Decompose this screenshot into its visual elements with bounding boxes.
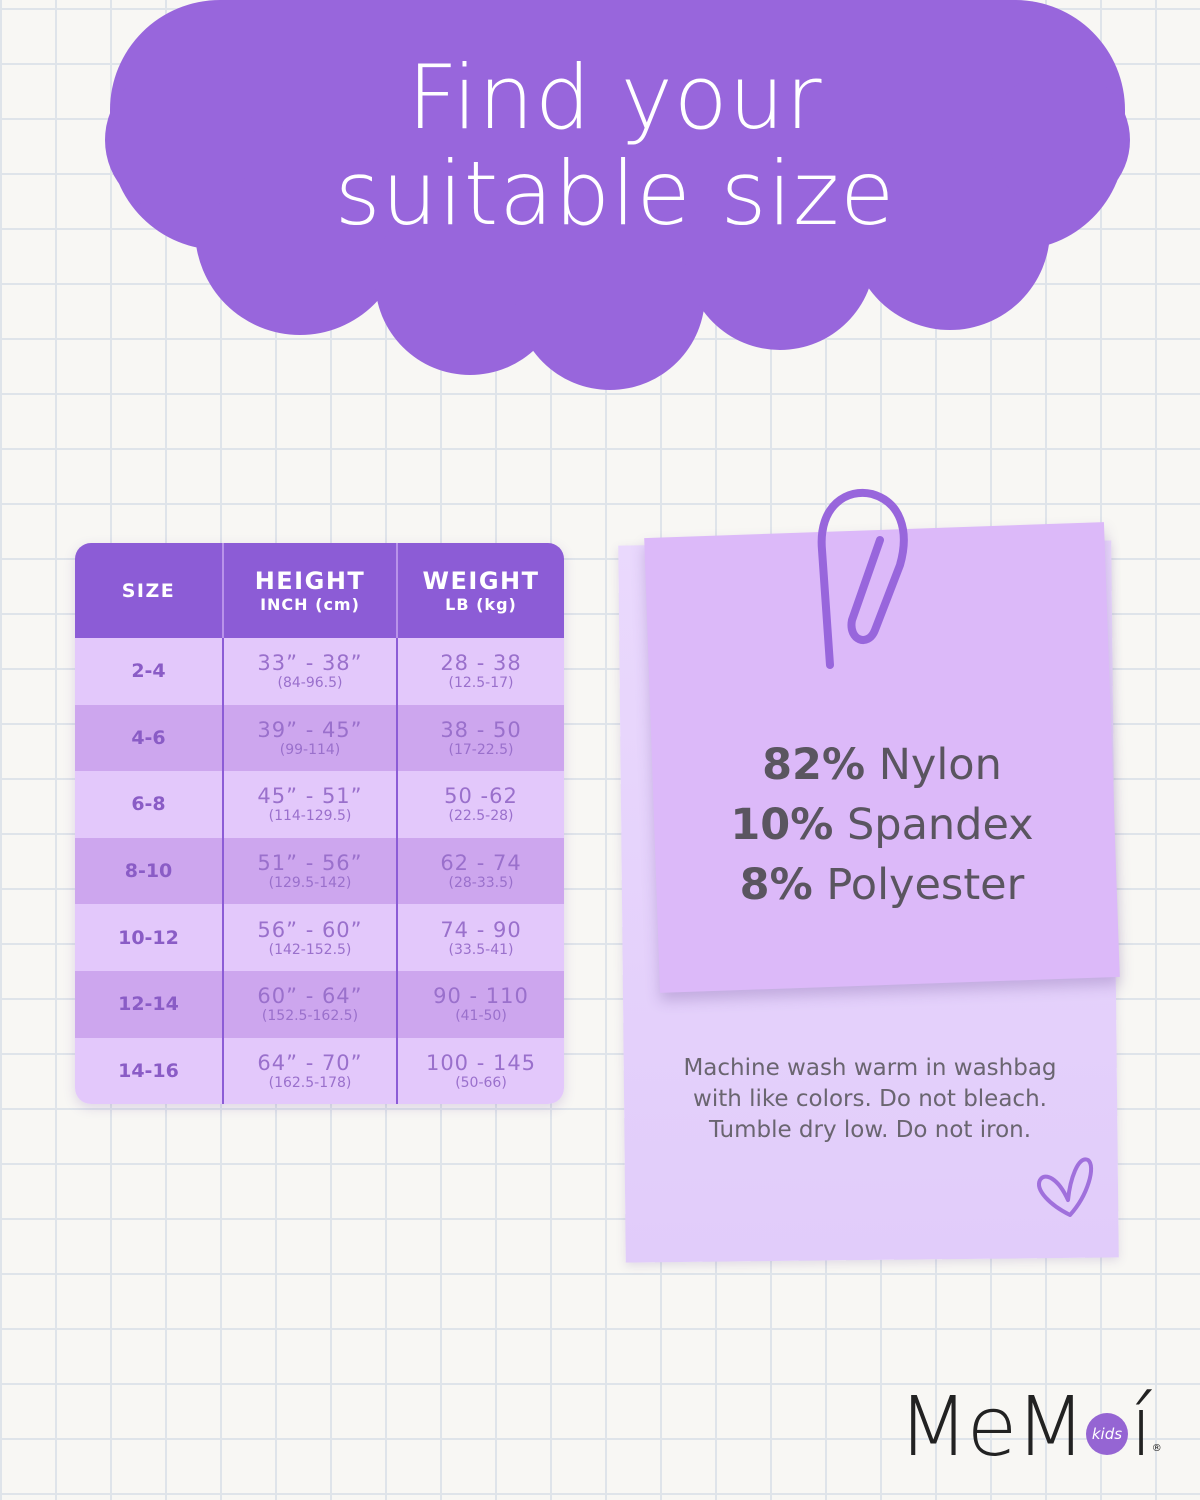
weight-lb: 50 -62 [444,784,518,809]
weight-lb: 74 - 90 [440,917,522,942]
size-cell: 6-8 [131,793,166,816]
weight-lb: 100 - 145 [425,1050,537,1075]
header-height-unit: INCH (cm) [260,595,360,614]
table-row: 4-6 39” - 45” (99-114) 38 - 50 (17-22.5) [75,704,564,772]
care-instructions: Machine wash warm in washbag with like c… [683,1055,1057,1143]
paperclip-icon [817,488,908,669]
weight-kg: (41-50) [455,1008,507,1025]
heart-icon [1037,1157,1094,1217]
height-inch: 60” - 64” [257,984,363,1009]
height-cm: (114-129.5) [268,808,352,825]
height-cm: (99-114) [279,741,341,758]
height-cm: (152.5-162.5) [261,1008,359,1025]
logo-kids-badge: kids [1085,1413,1128,1455]
weight-kg: (33.5-41) [448,941,514,958]
size-cell: 4-6 [131,726,166,749]
weight-lb: 28 - 38 [440,651,522,676]
height-cm: (142-152.5) [268,941,352,958]
size-cell: 12-14 [118,993,179,1016]
page-title: Find your suitable size [0,50,1200,242]
weight-lb: 90 - 110 [433,984,529,1009]
logo-lettering-end: í [1129,1380,1153,1475]
height-inch: 64” - 70” [257,1050,363,1075]
logo-lettering-start: MeM [898,1380,1086,1475]
header-weight-unit: LB (kg) [445,595,517,614]
height-cm: (84-96.5) [277,675,343,692]
weight-kg: (17-22.5) [448,741,514,758]
size-cell: 2-4 [131,660,166,683]
fabric-composition: 82% Nylon 10% Spandex 8% Polyester [652,735,1112,915]
size-cell: 10-12 [118,926,179,949]
table-row: 14-16 64” - 70” (162.5-178) 100 - 145 (50-… [75,1037,564,1104]
registered-mark: ® [1151,1443,1162,1454]
weight-kg: (28-33.5) [448,875,514,892]
size-cell: 8-10 [124,860,173,883]
table-row: 10-12 56” - 60” (142-152.5) 74 - 90 (33.5-… [75,904,564,971]
brand-logo: MeM kids í ® [898,1383,1162,1473]
table-header: SIZE HEIGHT INCH (cm) WEIGHT LB (kg) [75,543,564,638]
table-row: 2-4 33” - 38” (84-96.5) 28 - 38 (12.5-17) [75,638,564,705]
height-inch: 39” - 45” [257,717,363,742]
cloud-banner [105,0,1130,390]
table-row: 6-8 45” - 51” (114-129.5) 50 -62 (22.5-28) [75,771,564,838]
title-line-1: Find your [407,46,823,149]
title-line-2: suitable size [334,142,896,245]
fabric-line: 10% Spandex [730,800,1034,850]
height-inch: 45” - 51” [257,784,363,809]
weight-kg: (22.5-28) [448,808,514,825]
header-weight: WEIGHT [422,567,540,595]
height-inch: 56” - 60” [257,917,363,942]
fabric-line: 82% Nylon [762,740,1002,790]
header-size: SIZE [121,579,176,602]
weight-kg: (12.5-17) [448,675,514,692]
size-cell: 14-16 [118,1059,179,1082]
weight-lb: 62 - 74 [440,851,522,876]
fabric-line: 8% Polyester [739,860,1025,910]
size-chart-table: SIZE HEIGHT INCH (cm) WEIGHT LB (kg) 2-4 3… [75,543,564,1104]
height-cm: (129.5-142) [268,875,352,892]
height-inch: 51” - 56” [257,851,363,876]
weight-lb: 38 - 50 [440,717,522,742]
weight-kg: (50-66) [455,1074,507,1091]
header-height: HEIGHT [254,567,366,595]
table-row: 12-14 60” - 64” (152.5-162.5) 90 - 110 (41… [75,970,564,1038]
height-inch: 33” - 38” [257,651,363,676]
table-row: 8-10 51” - 56” (129.5-142) 62 - 74 (28-33.… [75,837,564,905]
height-cm: (162.5-178) [268,1074,352,1091]
